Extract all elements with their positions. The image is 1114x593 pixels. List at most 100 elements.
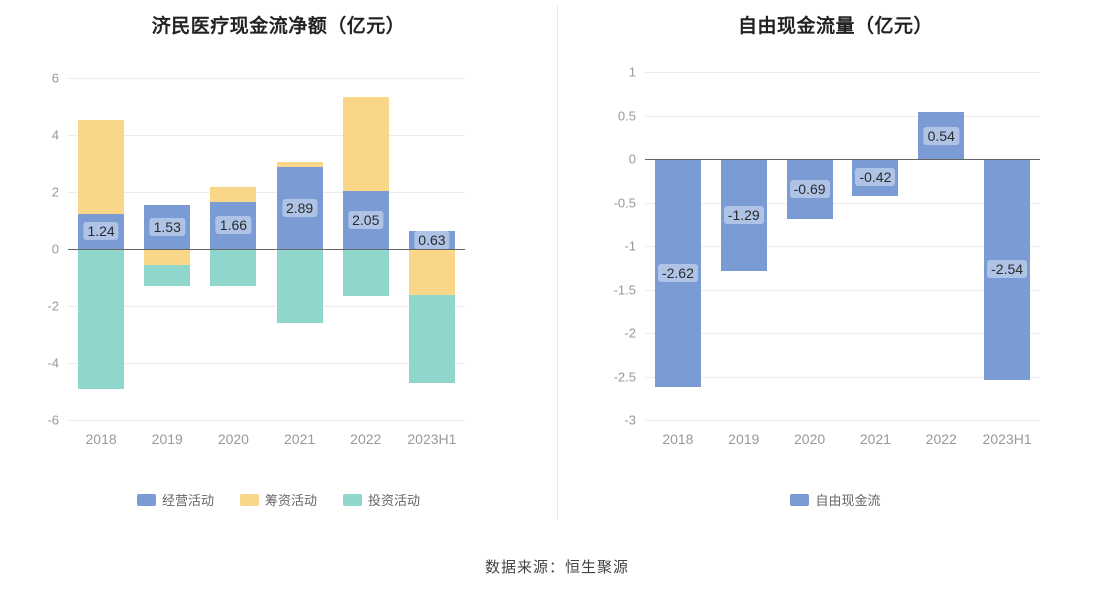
zero-axis-line: [645, 159, 1040, 160]
x-category-label: 2018: [662, 431, 694, 447]
gridline: [645, 420, 1040, 421]
net-cashflow-chart-panel: 济民医疗现金流净额（亿元） 6 4 2 0 -2 -4 -6 2018 1.24 2019 1.53…: [0, 0, 557, 540]
bar-segment-经营活动-2023H1: [408, 231, 455, 249]
panel-divider: [557, 6, 558, 520]
y-tick-label: -0.5: [613, 195, 636, 210]
bar-segment-投资活动-2021: [276, 249, 323, 324]
value-label: 0.63: [414, 231, 450, 250]
y-tick-label: -4: [47, 355, 59, 371]
x-category-label: 2020: [217, 431, 249, 447]
y-tick-label: 4: [51, 127, 59, 143]
bar-segment-投资活动-2020: [210, 249, 257, 287]
bar-segment-自由现金流-2022: [918, 112, 965, 159]
gridline: [68, 192, 465, 193]
x-category-label: 2023H1: [982, 431, 1032, 447]
gridline: [645, 376, 1040, 378]
bar-segment-筹资活动-2021: [276, 162, 323, 167]
value-label: 1.66: [215, 216, 252, 235]
x-category-label: 2021: [284, 431, 316, 447]
x-category-label: 2019: [728, 431, 760, 447]
bar-segment-自由现金流-2019: [720, 159, 767, 272]
bar-segment-筹资活动-2023H1: [408, 249, 455, 295]
gridline: [68, 363, 465, 364]
y-tick-label: -1: [624, 238, 636, 254]
x-category-label: 2021: [859, 431, 891, 447]
y-tick-label: 1: [628, 64, 636, 80]
gridline: [645, 115, 1040, 117]
y-tick-label: 0.5: [617, 108, 636, 123]
legend-item-自由现金流: 自由现金流: [790, 490, 881, 509]
x-category-label: 2018: [85, 431, 117, 447]
bar-segment-投资活动-2023H1: [408, 294, 455, 383]
bar-segment-投资活动-2019: [144, 264, 191, 287]
x-category-label: 2023H1: [407, 431, 457, 447]
bar-segment-自由现金流-2021: [852, 159, 899, 196]
bar-segment-筹资活动-2022: [342, 96, 389, 191]
y-tick-label: -6: [47, 412, 59, 428]
value-label: -0.69: [789, 180, 830, 198]
y-tick-label: 6: [51, 70, 59, 86]
gridline: [68, 135, 465, 136]
bar-segment-筹资活动-2019: [144, 249, 191, 265]
legend-label: 投资活动: [368, 493, 421, 508]
legend-swatch: [343, 493, 362, 506]
y-tick-label: 0: [628, 151, 636, 167]
x-category-label: 2022: [350, 431, 382, 447]
data-source-note: 数据来源：恒生聚源: [484, 559, 629, 576]
legend-swatch: [790, 493, 810, 506]
bar-segment-自由现金流-2018: [654, 159, 701, 387]
bar-segment-经营活动-2021: [276, 166, 323, 249]
bar-segment-经营活动-2018: [78, 213, 125, 249]
gridline: [645, 289, 1040, 291]
value-label: 1.53: [149, 218, 185, 237]
net-cashflow-chart-title: 济民医疗现金流净额（亿元）: [151, 16, 406, 37]
x-category-label: 2022: [925, 431, 957, 447]
bar-segment-经营活动-2020: [210, 201, 257, 249]
value-label: 0.54: [923, 126, 959, 145]
bar-segment-自由现金流-2023H1: [984, 159, 1031, 380]
value-label: -2.62: [657, 263, 698, 282]
gridline: [68, 78, 465, 79]
zero-axis-line: [68, 249, 465, 250]
value-label: 2.05: [348, 210, 384, 229]
y-tick-label: -2: [624, 325, 636, 341]
value-label: 1.24: [83, 222, 119, 241]
free-cashflow-plot-area: 1 0.5 0 -0.5 -1 -1.5 -2 -2.5 -3 2018 -2.62 2019 -1.2…: [614, 65, 1040, 447]
bar-segment-经营活动-2019: [144, 205, 191, 249]
value-label: -1.29: [723, 206, 764, 225]
y-tick-label: -1.5: [613, 282, 636, 297]
free-cashflow-chart-title: 自由现金流量（亿元）: [737, 16, 933, 37]
gridline: [645, 72, 1040, 73]
bar-segment-投资活动-2022: [342, 249, 389, 297]
legend-label: 自由现金流: [815, 493, 881, 508]
gridline: [645, 246, 1040, 247]
y-tick-label: -3: [624, 412, 636, 428]
gridline: [68, 420, 465, 421]
legend-swatch: [136, 493, 156, 506]
legend-label: 经营活动: [161, 493, 214, 508]
bar-segment-筹资活动-2020: [210, 187, 257, 202]
y-tick-label: -2.5: [613, 369, 636, 384]
net-cashflow-legend: 经营活动 筹资活动 投资活动: [0, 490, 557, 509]
gridline: [68, 306, 465, 307]
net-cashflow-plot-area: 6 4 2 0 -2 -4 -6 2018 1.24 2019 1.53 2020 1.66 2021 2.…: [47, 71, 465, 447]
y-tick-label: -2: [47, 298, 59, 314]
free-cashflow-legend: 自由现金流: [557, 490, 1114, 509]
bar-segment-筹资活动-2018: [78, 119, 125, 214]
legend-swatch: [239, 493, 259, 506]
x-category-label: 2020: [794, 431, 826, 447]
legend-item-筹资活动: 筹资活动: [239, 490, 317, 509]
gridline: [645, 333, 1040, 334]
value-label: 2.89: [281, 198, 318, 217]
gridline: [645, 202, 1040, 204]
free-cashflow-chart-panel: 自由现金流量（亿元） 1 0.5 0 -0.5 -1 -1.5 -2 -2.5 -3 2018 -2…: [557, 0, 1114, 540]
legend-label: 筹资活动: [264, 493, 317, 508]
y-tick-label: 0: [51, 241, 59, 257]
legend-item-经营活动: 经营活动: [136, 490, 214, 509]
bar-segment-自由现金流-2020: [786, 159, 833, 220]
bar-segment-投资活动-2018: [78, 249, 125, 389]
x-category-label: 2019: [151, 431, 183, 447]
bar-segment-经营活动-2022: [342, 190, 389, 249]
legend-item-投资活动: 投资活动: [343, 490, 420, 509]
